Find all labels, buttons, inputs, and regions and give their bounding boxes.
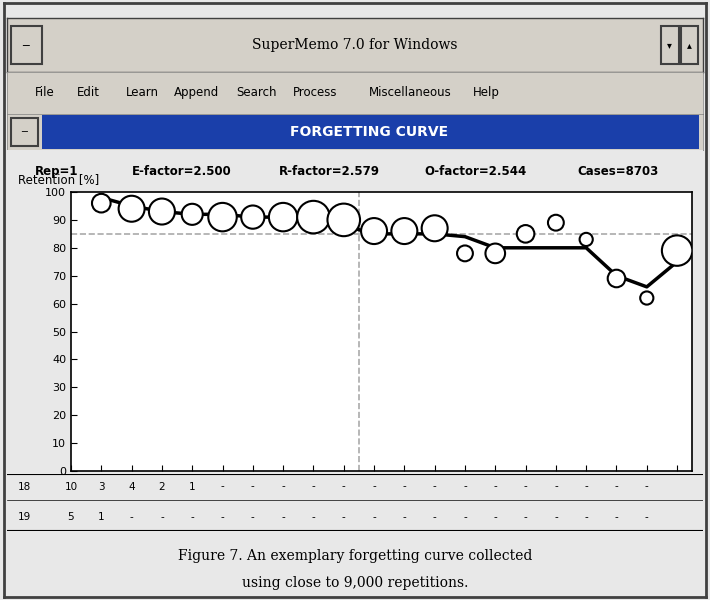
Text: -: - <box>615 482 618 491</box>
Text: -: - <box>221 512 224 522</box>
Text: -: - <box>372 512 376 522</box>
Text: 4: 4 <box>129 482 135 491</box>
Text: Process: Process <box>293 86 337 100</box>
Text: -: - <box>645 482 649 491</box>
Text: R-factor=2.579: R-factor=2.579 <box>278 165 379 178</box>
Point <box>217 212 228 222</box>
Point <box>399 226 410 236</box>
Point <box>126 204 137 214</box>
Point <box>247 212 258 222</box>
Text: 19: 19 <box>18 512 31 522</box>
Text: SuperMemo 7.0 for Windows: SuperMemo 7.0 for Windows <box>252 38 458 52</box>
Text: -: - <box>372 482 376 491</box>
Text: -: - <box>281 482 285 491</box>
Text: Edit: Edit <box>77 86 99 100</box>
Point <box>338 215 349 224</box>
Text: ▴: ▴ <box>687 40 692 50</box>
Text: -: - <box>130 512 133 522</box>
Text: -: - <box>251 482 255 491</box>
Text: E-factor=2.500: E-factor=2.500 <box>132 165 232 178</box>
Text: Miscellaneous: Miscellaneous <box>369 86 452 100</box>
Text: Help: Help <box>474 86 500 100</box>
FancyBboxPatch shape <box>661 26 679 64</box>
Point <box>187 209 198 219</box>
Text: -: - <box>493 512 497 522</box>
Text: -: - <box>312 482 315 491</box>
Text: -: - <box>463 482 467 491</box>
Text: -: - <box>554 482 558 491</box>
Point <box>307 212 319 222</box>
Point <box>520 229 531 239</box>
Text: -: - <box>493 482 497 491</box>
FancyBboxPatch shape <box>681 26 698 64</box>
Text: -: - <box>584 512 588 522</box>
X-axis label: Time [U-factor]: Time [U-factor] <box>337 490 427 503</box>
Text: 18: 18 <box>18 482 31 491</box>
Text: -: - <box>312 512 315 522</box>
Text: Cases=8703: Cases=8703 <box>578 165 659 178</box>
Text: -: - <box>251 512 255 522</box>
Point <box>429 223 440 233</box>
Text: -: - <box>615 512 618 522</box>
Text: -: - <box>463 512 467 522</box>
Text: Append: Append <box>174 86 219 100</box>
FancyBboxPatch shape <box>11 118 38 146</box>
Text: Search: Search <box>236 86 277 100</box>
Point <box>459 248 471 258</box>
Text: -: - <box>190 512 194 522</box>
Point <box>156 207 168 217</box>
FancyBboxPatch shape <box>42 115 699 149</box>
Text: 2: 2 <box>158 482 165 491</box>
Text: -: - <box>433 512 437 522</box>
Text: 5: 5 <box>67 512 75 522</box>
Text: FORGETTING CURVE: FORGETTING CURVE <box>290 125 448 139</box>
Text: -: - <box>524 512 528 522</box>
Text: 1: 1 <box>98 512 104 522</box>
Text: -: - <box>342 512 346 522</box>
Point <box>581 235 592 244</box>
Point <box>490 248 501 258</box>
Point <box>611 274 622 283</box>
Text: -: - <box>342 482 346 491</box>
Text: using close to 9,000 repetitions.: using close to 9,000 repetitions. <box>242 576 468 590</box>
Text: 10: 10 <box>65 482 77 491</box>
Text: ▾: ▾ <box>667 40 672 50</box>
Text: -: - <box>221 482 224 491</box>
Text: Figure 7. An exemplary forgetting curve collected: Figure 7. An exemplary forgetting curve … <box>178 550 532 563</box>
Text: Retention [%]: Retention [%] <box>18 173 99 187</box>
Text: -: - <box>160 512 164 522</box>
Text: -: - <box>524 482 528 491</box>
Point <box>368 226 380 236</box>
Point <box>278 212 289 222</box>
Point <box>96 199 107 208</box>
Text: -: - <box>403 482 406 491</box>
Text: -: - <box>645 512 649 522</box>
Text: ─: ─ <box>23 40 29 50</box>
Point <box>641 293 652 303</box>
Text: Learn: Learn <box>126 86 158 100</box>
Text: 3: 3 <box>98 482 104 491</box>
Text: -: - <box>403 512 406 522</box>
Text: O-factor=2.544: O-factor=2.544 <box>425 165 527 178</box>
Text: -: - <box>281 512 285 522</box>
Text: -: - <box>584 482 588 491</box>
FancyBboxPatch shape <box>11 26 42 64</box>
Point <box>550 218 562 227</box>
Text: ─: ─ <box>21 127 28 137</box>
Text: 1: 1 <box>189 482 195 491</box>
Point <box>672 246 683 256</box>
Text: -: - <box>554 512 558 522</box>
Text: Rep=1: Rep=1 <box>35 165 78 178</box>
Text: File: File <box>35 86 55 100</box>
Text: -: - <box>433 482 437 491</box>
